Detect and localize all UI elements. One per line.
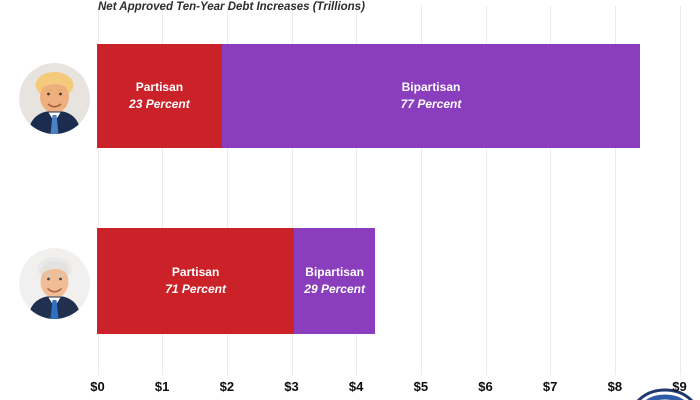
x-axis-tick-label: $2: [219, 379, 235, 394]
x-axis-tick-label: $7: [542, 379, 558, 394]
x-axis-tick-label: $3: [284, 379, 299, 394]
trump-avatar-icon: [19, 63, 90, 134]
segment-percent-label: 23 Percent: [129, 97, 190, 111]
chart-title: Net Approved Ten-Year Debt Increases (Tr…: [98, 1, 365, 13]
x-axis-tick-label: $5: [413, 379, 429, 394]
biden-debt-bar: Partisan 71 Percent Bipartisan 29 Percent: [97, 228, 376, 334]
gridline: [226, 6, 228, 375]
gridline: [356, 6, 358, 375]
x-axis-tick-label: $0: [90, 379, 105, 394]
trump-debt-bar: Partisan 23 Percent Bipartisan 77 Percent: [97, 44, 641, 148]
gridline: [550, 6, 552, 375]
gridline: [420, 6, 422, 375]
x-axis-tick-label: $1: [154, 379, 170, 394]
x-axis-tick-label: $4: [348, 379, 364, 394]
x-axis-tick-label: $8: [607, 379, 623, 394]
gridline: [614, 6, 616, 375]
segment-label: Bipartisan: [401, 80, 461, 95]
segment-label: Partisan: [135, 80, 184, 95]
biden-partisan-segment: Partisan 71 Percent: [97, 228, 295, 334]
segment-percent-label: 77 Percent: [400, 97, 462, 111]
gridline: [162, 6, 164, 375]
gridline: [291, 6, 293, 375]
crfb-logo-icon: [636, 388, 694, 400]
x-axis-tick-label: $9: [672, 379, 687, 394]
biden-avatar-icon: [19, 248, 90, 319]
biden-bipartisan-segment: Bipartisan 29 Percent: [294, 228, 376, 334]
segment-percent-label: 71 Percent: [165, 282, 226, 296]
gridline: [679, 6, 681, 375]
x-axis-tick-label: $6: [478, 379, 493, 394]
gridline: [97, 6, 99, 375]
trump-bipartisan-segment: Bipartisan 77 Percent: [221, 44, 641, 148]
trump-partisan-segment: Partisan 23 Percent: [97, 44, 222, 148]
segment-percent-label: 29 Percent: [304, 282, 365, 296]
segment-label: Partisan: [171, 265, 220, 280]
gridline: [485, 6, 487, 375]
segment-label: Bipartisan: [305, 265, 364, 280]
